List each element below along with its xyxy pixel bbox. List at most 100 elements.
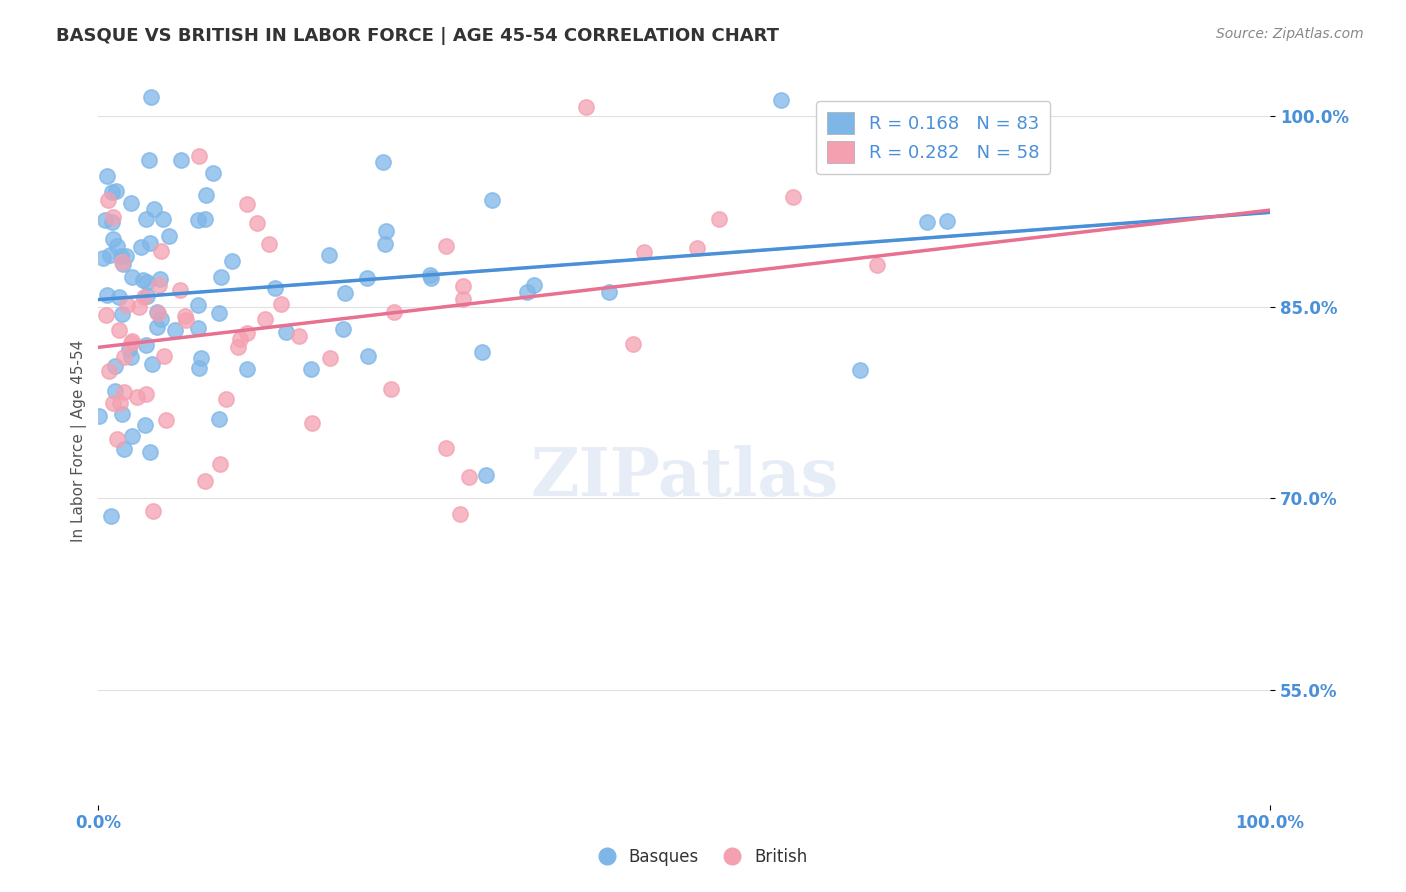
Point: [100, 185, 122, 199]
Point: [357, 349, 380, 363]
Point: [633, 244, 655, 259]
Point: [96, 169, 118, 183]
Text: ZIPatlas: ZIPatlas: [530, 445, 838, 510]
Point: [103, 232, 125, 246]
Point: [165, 323, 187, 337]
Point: [449, 508, 471, 522]
Point: [236, 196, 259, 211]
Point: [685, 241, 707, 255]
Y-axis label: In Labor Force | Age 45-54: In Labor Force | Age 45-54: [72, 340, 87, 542]
Point: [108, 323, 131, 337]
Point: [96, 288, 118, 302]
Point: [135, 338, 157, 352]
Point: [132, 273, 155, 287]
Point: [849, 363, 872, 377]
Point: [516, 285, 538, 299]
Point: [420, 271, 443, 285]
Point: [866, 258, 889, 272]
Point: [190, 351, 212, 365]
Point: [93, 213, 115, 227]
Point: [194, 212, 217, 227]
Point: [105, 184, 128, 198]
Point: [111, 255, 134, 269]
Point: [299, 361, 322, 376]
Point: [187, 297, 209, 311]
Point: [135, 275, 157, 289]
Point: [115, 249, 138, 263]
Point: [120, 196, 142, 211]
Point: [194, 187, 217, 202]
Point: [149, 311, 172, 326]
Point: [1005, 138, 1028, 153]
Point: [375, 224, 398, 238]
Point: [169, 283, 191, 297]
Point: [382, 305, 405, 319]
Point: [229, 332, 252, 346]
Point: [104, 359, 127, 373]
Point: [138, 153, 160, 167]
Point: [100, 509, 122, 524]
Point: [101, 211, 124, 225]
Point: [246, 216, 269, 230]
Point: [149, 272, 172, 286]
Legend: Basques, British: Basques, British: [591, 840, 815, 875]
Point: [134, 418, 156, 433]
Point: [917, 215, 939, 229]
Point: [135, 289, 157, 303]
Point: [120, 336, 142, 351]
Point: [254, 312, 277, 326]
Point: [380, 382, 402, 396]
Point: [112, 384, 135, 399]
Point: [236, 326, 259, 341]
Point: [134, 290, 156, 304]
Point: [215, 392, 238, 406]
Point: [226, 340, 249, 354]
Point: [111, 307, 134, 321]
Point: [621, 336, 644, 351]
Point: [115, 298, 138, 312]
Point: [135, 211, 157, 226]
Point: [301, 416, 323, 430]
Point: [97, 194, 120, 208]
Point: [270, 296, 292, 310]
Point: [157, 228, 180, 243]
Point: [332, 322, 354, 336]
Point: [146, 305, 169, 319]
Point: [121, 428, 143, 442]
Point: [319, 351, 342, 366]
Point: [770, 93, 793, 107]
Point: [108, 290, 131, 304]
Point: [356, 271, 378, 285]
Point: [155, 412, 177, 426]
Point: [575, 100, 598, 114]
Point: [141, 357, 163, 371]
Point: [187, 149, 209, 163]
Point: [187, 320, 209, 334]
Point: [257, 237, 280, 252]
Point: [221, 254, 243, 268]
Point: [187, 212, 209, 227]
Point: [111, 257, 134, 271]
Point: [174, 310, 197, 324]
Point: [129, 240, 152, 254]
Point: [111, 407, 134, 421]
Point: [149, 244, 172, 259]
Point: [121, 269, 143, 284]
Point: [128, 301, 150, 315]
Point: [371, 155, 394, 169]
Point: [236, 361, 259, 376]
Point: [434, 239, 457, 253]
Point: [98, 248, 121, 262]
Point: [471, 345, 494, 359]
Point: [118, 342, 141, 356]
Point: [152, 349, 174, 363]
Text: Source: ZipAtlas.com: Source: ZipAtlas.com: [1216, 27, 1364, 41]
Point: [935, 214, 957, 228]
Point: [707, 212, 730, 227]
Point: [105, 239, 128, 253]
Point: [142, 202, 165, 217]
Point: [288, 329, 311, 343]
Point: [89, 409, 111, 423]
Point: [145, 304, 167, 318]
Point: [93, 251, 115, 265]
